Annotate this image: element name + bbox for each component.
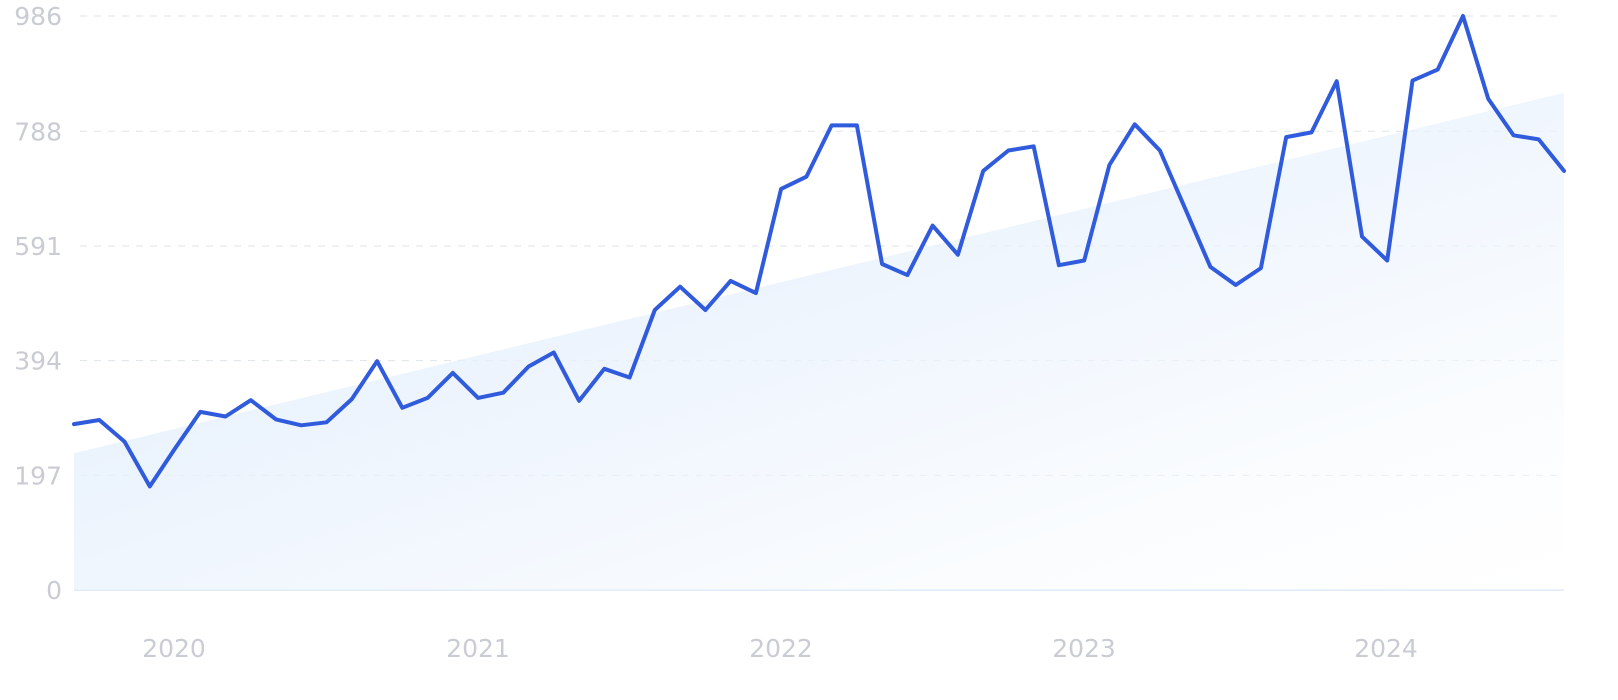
data-point (1536, 136, 1542, 142)
data-point (1485, 96, 1491, 102)
data-point (1258, 265, 1264, 271)
data-point (349, 396, 355, 402)
series-line (72, 14, 1566, 489)
data-point (1233, 282, 1239, 288)
data-point (500, 390, 506, 396)
y-tick-label: 788 (14, 117, 62, 146)
x-tick-label: 2020 (142, 634, 206, 663)
data-point (1384, 258, 1390, 264)
data-point (551, 350, 557, 356)
data-point (1207, 264, 1213, 270)
x-tick-label: 2022 (749, 634, 813, 663)
data-point (475, 395, 481, 401)
data-point (829, 122, 835, 128)
y-tick-label: 0 (46, 576, 62, 605)
trend-area-layer (74, 92, 1564, 590)
data-point (1157, 148, 1163, 154)
data-point (930, 223, 936, 229)
data-point (879, 261, 885, 267)
x-tick-label: 2023 (1052, 634, 1116, 663)
y-tick-label: 986 (14, 2, 62, 31)
data-point (1460, 13, 1466, 19)
data-point (1309, 129, 1315, 135)
data-point (803, 174, 809, 180)
data-point (576, 398, 582, 404)
data-point (71, 421, 77, 427)
data-point (1005, 148, 1011, 154)
trend-area (74, 92, 1564, 590)
data-point (1359, 234, 1365, 240)
data-point (1435, 67, 1441, 73)
data-point (425, 395, 431, 401)
series-line-layer (71, 13, 1567, 489)
data-point (627, 375, 633, 381)
y-tick-label: 591 (14, 232, 62, 261)
data-point (248, 397, 254, 403)
y-tick-label: 197 (14, 461, 62, 490)
data-point (753, 290, 759, 296)
data-point (1182, 206, 1188, 212)
data-point (1056, 262, 1062, 268)
data-point (1410, 78, 1416, 84)
data-point (728, 278, 734, 284)
data-point (197, 409, 203, 415)
data-point (324, 419, 330, 425)
data-point (652, 307, 658, 313)
data-point (1031, 143, 1037, 149)
data-point (1132, 121, 1138, 127)
data-point (298, 422, 304, 428)
data-point (172, 446, 178, 452)
data-point (955, 252, 961, 258)
data-point (273, 416, 279, 422)
data-point (122, 439, 128, 445)
data-point (1561, 168, 1567, 174)
x-axis: 2020 2021 2022 2023 2024 (142, 634, 1418, 663)
x-tick-label: 2021 (446, 634, 510, 663)
data-point (702, 307, 708, 313)
data-point (147, 483, 153, 489)
data-point (677, 284, 683, 290)
data-point (1511, 132, 1517, 138)
data-point (854, 122, 860, 128)
data-point (96, 417, 102, 423)
data-point (778, 186, 784, 192)
data-point (450, 370, 456, 376)
data-point (1106, 162, 1112, 168)
x-tick-label: 2024 (1354, 634, 1418, 663)
data-point (601, 366, 607, 372)
data-point (1283, 134, 1289, 140)
data-point (980, 168, 986, 174)
data-point (399, 405, 405, 411)
data-point (1334, 78, 1340, 84)
data-point (1081, 258, 1087, 264)
y-axis: 0 197 394 591 788 986 (14, 2, 62, 605)
data-point (223, 414, 229, 420)
y-tick-label: 394 (14, 347, 62, 376)
data-point (526, 364, 532, 370)
data-point (904, 272, 910, 278)
data-point (374, 358, 380, 364)
